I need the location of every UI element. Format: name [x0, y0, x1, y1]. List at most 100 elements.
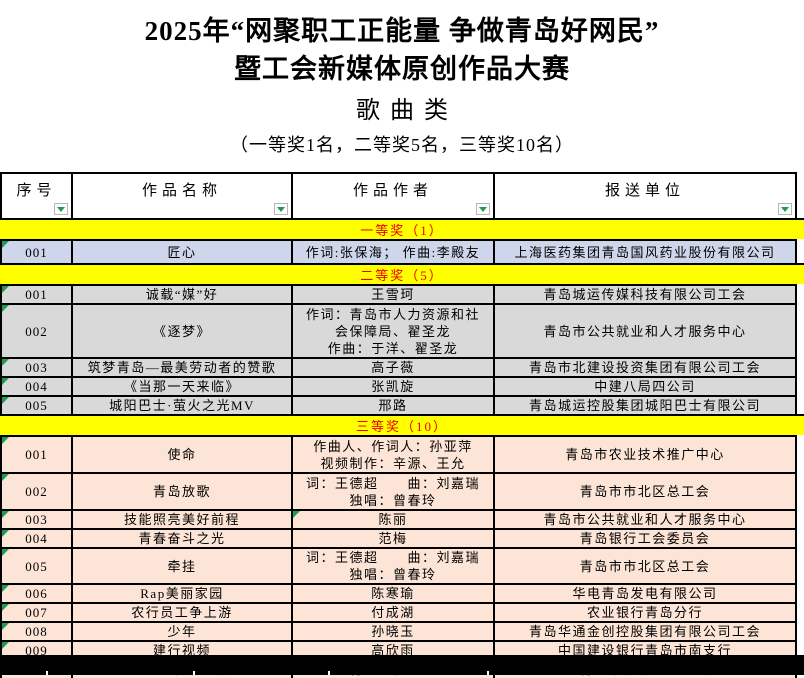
row-number-cell[interactable]: 007 [2, 604, 73, 621]
table-row: 001 使命 作曲人、作词人：孙亚萍 视频制作：辛源、王允 青岛市农业技术推广中心 [0, 435, 797, 472]
work-title-cell[interactable]: 青春奋斗之光 [73, 530, 293, 547]
author-cell[interactable]: 张凯旋 [293, 378, 495, 395]
work-title-cell[interactable]: 少年 [73, 623, 293, 640]
author-cell[interactable]: 词：王德超 曲：刘嘉瑞 独唱：曾春玲 [293, 549, 495, 583]
column-header-label: 序号 [16, 182, 57, 199]
filter-arrow-icon [57, 206, 65, 212]
row-number-cell[interactable]: 009 [2, 642, 73, 659]
column-tick [193, 671, 195, 675]
author-cell[interactable]: 词：王德超 曲：刘嘉瑞 独唱：曾春玲 [293, 474, 495, 509]
author-cell[interactable]: 孙晓玉 [293, 623, 495, 640]
work-title-cell[interactable]: 农行员工争上游 [73, 604, 293, 621]
filter-dropdown-button[interactable] [274, 203, 288, 215]
unit-cell[interactable]: 青岛市北建设投资集团有限公司工会 [528, 360, 761, 375]
unit-cell[interactable]: 华电青岛发电有限公司 [572, 586, 718, 601]
author-cell[interactable]: 作词:张保海； 作曲:李殿友 [293, 241, 495, 263]
table-header-row: 序号 作品名称 作品作者 报送单位 [0, 172, 797, 218]
row-number-cell[interactable]: 004 [2, 530, 73, 547]
filter-arrow-icon [277, 206, 285, 212]
table-row: 005 城阳巴士·萤火之光MV 邢路 青岛城运控股集团城阳巴士有限公司 [0, 395, 797, 414]
author-cell[interactable]: 王雪珂 [293, 286, 495, 303]
table-row: 009 建行视频 高欣雨 中国建设银行青岛市南支行 [0, 640, 797, 659]
awards-table: 序号 作品名称 作品作者 报送单位 一等奖（1） 001 匠心 作词:张保海； 作曲:李殿友上… [0, 172, 804, 678]
column-tick [328, 671, 330, 675]
unit-cell[interactable]: 青岛城运传媒科技有限公司工会 [543, 287, 747, 302]
work-title-cell[interactable]: 技能照亮美好前程 [73, 511, 293, 528]
work-title-cell[interactable]: 诚载“媒”好 [73, 286, 293, 303]
table-row: 001 诚载“媒”好 王雪珂 青岛城运传媒科技有限公司工会 [0, 284, 797, 303]
unit-cell[interactable]: 农业银行青岛分行 [586, 605, 703, 620]
row-number-cell[interactable]: 001 [2, 437, 73, 472]
filter-dropdown-button[interactable] [476, 203, 490, 215]
row-number-cell[interactable]: 004 [2, 378, 73, 395]
unit-cell[interactable]: 青岛市农业技术推广中心 [565, 447, 725, 462]
row-number-cell[interactable]: 006 [2, 585, 73, 602]
column-header-label: 作品作者 [352, 182, 433, 199]
table-row: 006 Rap美丽家园 陈寒瑜 华电青岛发电有限公司 [0, 583, 797, 602]
column-header-cell[interactable]: 序号 [2, 174, 73, 218]
author-cell[interactable]: 作词：青岛市人力资源和社 会保障局、翟圣龙 作曲：于洋、翟圣龙 [293, 305, 495, 357]
work-title-cell[interactable]: 城阳巴士·萤火之光MV [73, 397, 293, 414]
column-header-cell[interactable]: 作品名称 [73, 174, 293, 218]
filter-dropdown-button[interactable] [778, 203, 792, 215]
table-row: 005 牵挂 词：王德超 曲：刘嘉瑞 独唱：曾春玲 青岛市市北区总工会 [0, 547, 797, 583]
column-tick [487, 671, 489, 675]
unit-cell[interactable]: 青岛市公共就业和人才服务中心 [543, 512, 747, 527]
work-title-cell[interactable]: 牵挂 [73, 549, 293, 583]
title-block: 2025年“网聚职工正能量 争做青岛好网民” 暨工会新媒体原创作品大赛 歌曲类 … [0, 0, 804, 160]
prize-banner[interactable]: 三等奖（10） [0, 414, 804, 435]
column-header-label: 报送单位 [604, 182, 685, 199]
row-number-cell[interactable]: 002 [2, 305, 73, 357]
row-number-cell[interactable]: 005 [2, 549, 73, 583]
row-number-cell[interactable]: 002 [2, 474, 73, 509]
unit-cell[interactable]: 中国建设银行青岛市南支行 [557, 643, 732, 658]
work-title-cell[interactable]: 使命 [73, 437, 293, 472]
work-title-cell[interactable]: Rap美丽家园 [73, 585, 293, 602]
work-title-cell[interactable]: 匠心 [73, 241, 293, 263]
author-cell[interactable]: 邢路 [293, 397, 495, 414]
unit-cell[interactable]: 青岛城运控股集团城阳巴士有限公司 [528, 398, 761, 413]
filter-arrow-icon [479, 206, 487, 212]
unit-cell[interactable]: 上海医药集团青岛国风药业股份有限公司 [514, 244, 776, 260]
unit-cell[interactable]: 青岛银行工会委员会 [579, 531, 711, 546]
unit-cell[interactable]: 青岛市公共就业和人才服务中心 [543, 323, 747, 339]
author-cell[interactable]: 付成湖 [293, 604, 495, 621]
author-cell[interactable]: 陈丽 [293, 511, 495, 528]
unit-cell[interactable]: 青岛市市北区总工会 [579, 484, 711, 499]
work-title-cell[interactable]: 建行视频 [73, 642, 293, 659]
column-header-label: 作品名称 [141, 182, 222, 199]
table-row: 004 青春奋斗之光 范梅 青岛银行工会委员会 [0, 528, 797, 547]
prize-banner[interactable]: 二等奖（5） [0, 263, 804, 284]
prize-banner[interactable]: 一等奖（1） [0, 218, 804, 239]
category-title: 歌曲类 [356, 98, 458, 124]
column-header-cell[interactable]: 作品作者 [293, 174, 495, 218]
column-header-cell[interactable]: 报送单位 [495, 174, 795, 218]
unit-cell[interactable]: 青岛华通金创控股集团有限公司工会 [528, 624, 761, 639]
table-row: 008 少年 孙晓玉 青岛华通金创控股集团有限公司工会 [0, 621, 797, 640]
table-row: 004 《当那一天来临》 张凯旋 中建八局四公司 [0, 376, 797, 395]
row-number-cell[interactable]: 001 [2, 286, 73, 303]
work-title-cell[interactable]: 青岛放歌 [73, 474, 293, 509]
work-title-cell[interactable]: 筑梦青岛—最美劳动者的赞歌 [73, 359, 293, 376]
unit-cell[interactable]: 中建八局四公司 [594, 379, 696, 394]
row-number-cell[interactable]: 003 [2, 511, 73, 528]
author-cell[interactable]: 陈寒瑜 [293, 585, 495, 602]
row-number-cell[interactable]: 003 [2, 359, 73, 376]
bottom-bar [0, 655, 804, 675]
filter-dropdown-button[interactable] [54, 203, 68, 215]
column-tick [46, 671, 48, 675]
row-number-cell[interactable]: 008 [2, 623, 73, 640]
prize-count-subtitle: （一等奖1名，二等奖5名，三等奖10名） [230, 135, 574, 155]
work-title-cell[interactable]: 《逐梦》 [73, 305, 293, 357]
author-cell[interactable]: 高欣雨 [293, 642, 495, 659]
row-number-cell[interactable]: 001 [2, 241, 73, 263]
author-cell[interactable]: 范梅 [293, 530, 495, 547]
row-number-cell[interactable]: 005 [2, 397, 73, 414]
author-cell[interactable]: 高子薇 [293, 359, 495, 376]
contest-title-line1: 2025年“网聚职工正能量 争做青岛好网民” [144, 16, 660, 46]
work-title-cell[interactable]: 《当那一天来临》 [73, 378, 293, 395]
author-cell[interactable]: 作曲人、作词人：孙亚萍 视频制作：辛源、王允 [293, 437, 495, 472]
table-row: 002 《逐梦》 作词：青岛市人力资源和社 会保障局、翟圣龙 作曲：于洋、翟圣龙 青岛… [0, 303, 797, 357]
unit-cell[interactable]: 青岛市市北区总工会 [579, 558, 711, 574]
contest-title-line2: 暨工会新媒体原创作品大赛 [234, 54, 570, 84]
